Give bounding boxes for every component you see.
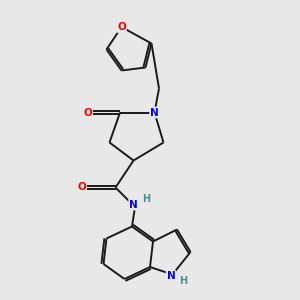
Text: H: H — [142, 194, 151, 204]
Text: O: O — [83, 107, 92, 118]
Text: O: O — [77, 182, 86, 193]
Text: N: N — [150, 107, 159, 118]
Text: H: H — [179, 276, 187, 286]
Text: N: N — [129, 200, 138, 210]
Text: N: N — [167, 271, 176, 281]
Text: O: O — [117, 22, 126, 32]
